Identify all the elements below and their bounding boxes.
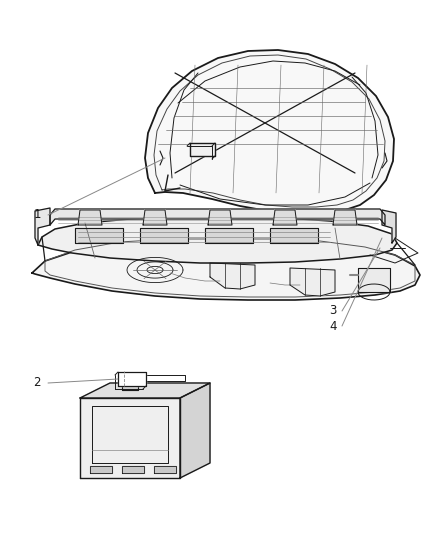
Text: 2: 2	[33, 376, 41, 390]
Polygon shape	[38, 217, 397, 263]
Polygon shape	[190, 143, 215, 156]
Polygon shape	[358, 268, 390, 292]
Polygon shape	[50, 209, 385, 225]
Polygon shape	[122, 466, 144, 473]
Polygon shape	[210, 263, 255, 289]
Polygon shape	[145, 50, 394, 213]
Polygon shape	[35, 208, 50, 245]
Polygon shape	[208, 210, 232, 225]
Polygon shape	[80, 383, 210, 398]
Polygon shape	[382, 210, 396, 243]
Polygon shape	[32, 240, 420, 300]
Polygon shape	[143, 210, 167, 225]
Polygon shape	[80, 398, 180, 478]
Polygon shape	[270, 228, 318, 243]
Text: 4: 4	[329, 319, 337, 333]
Polygon shape	[154, 466, 176, 473]
Polygon shape	[75, 228, 123, 243]
Polygon shape	[90, 466, 112, 473]
Text: 3: 3	[329, 304, 337, 318]
Polygon shape	[205, 228, 253, 243]
Text: 1: 1	[33, 208, 41, 222]
Polygon shape	[290, 268, 335, 296]
Polygon shape	[140, 228, 188, 243]
Polygon shape	[333, 210, 357, 225]
Polygon shape	[180, 383, 210, 478]
Polygon shape	[273, 210, 297, 225]
Polygon shape	[122, 382, 138, 390]
Polygon shape	[118, 372, 146, 386]
Polygon shape	[78, 210, 102, 225]
